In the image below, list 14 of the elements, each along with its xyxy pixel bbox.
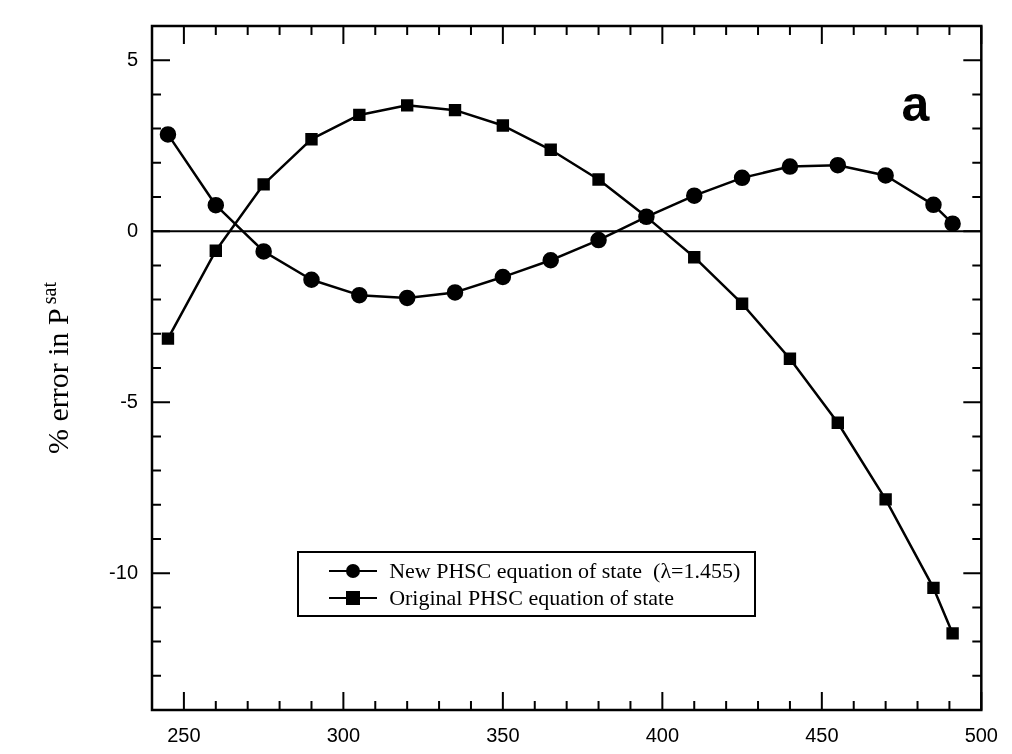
legend-label: New PHSC equation of state (λ=1.455)	[389, 557, 741, 584]
y-tick-label: -5	[120, 389, 138, 412]
x-tick-label: 500	[964, 723, 998, 746]
x-tick-label: 350	[486, 723, 520, 746]
y-tick-label: 5	[126, 47, 138, 70]
annotation: a	[901, 76, 931, 132]
x-tick-label: 300	[326, 723, 361, 746]
x-tick-label: 400	[645, 723, 680, 746]
y-tick-label: 0	[126, 218, 138, 241]
x-tick-label: 450	[805, 723, 839, 746]
y-tick-label: -10	[109, 560, 138, 583]
x-tick-label: 250	[167, 723, 201, 746]
legend-label: Original PHSC equation of state	[389, 584, 674, 611]
y-axis-title: % error in Psat	[38, 281, 74, 455]
